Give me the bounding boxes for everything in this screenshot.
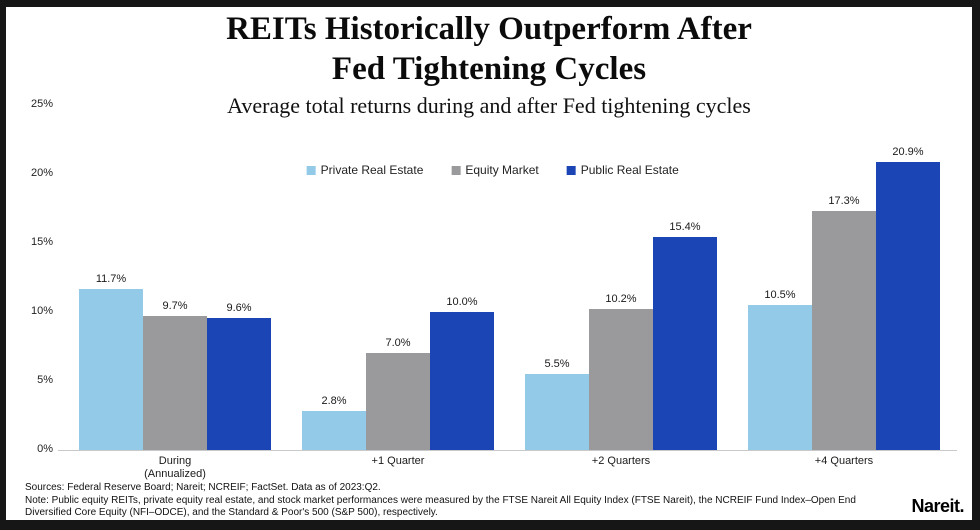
- y-tick-label: 0%: [37, 443, 53, 455]
- bar-public-real-estate: [876, 162, 940, 450]
- legend-swatch-private-real-estate-icon: [306, 165, 316, 175]
- sources-text: Sources: Federal Reserve Board; Nareit; …: [25, 482, 381, 493]
- bar-value-label: 10.0%: [446, 296, 478, 308]
- legend-item-private-real-estate: Private Real Estate: [306, 163, 424, 177]
- x-axis-line: [58, 450, 957, 451]
- footer: Sources: Federal Reserve Board; Nareit; …: [25, 482, 861, 520]
- legend-label: Equity Market: [465, 163, 539, 177]
- bar-public-real-estate: [207, 318, 271, 450]
- bar-value-label: 15.4%: [669, 221, 701, 233]
- chart-title: REITs Historically Outperform After Fed …: [6, 9, 972, 89]
- bar-value-label: 9.6%: [226, 302, 252, 314]
- legend-item-public-real-estate: Public Real Estate: [566, 163, 679, 177]
- legend-swatch-public-real-estate-icon: [566, 165, 576, 175]
- bar-value-label: 10.5%: [764, 289, 796, 301]
- chart-subtitle: Average total returns during and after F…: [227, 93, 751, 118]
- note-text: Note: Public equity REITs, private equit…: [25, 494, 856, 519]
- bar-private-real-estate: [302, 411, 366, 450]
- bar-value-label: 11.7%: [95, 273, 127, 285]
- bar-value-label: 2.8%: [321, 395, 347, 407]
- bar-public-real-estate: [653, 237, 717, 450]
- bar-value-label: 9.7%: [162, 300, 188, 312]
- bar-private-real-estate: [748, 305, 812, 450]
- legend-label: Private Real Estate: [320, 163, 424, 177]
- bar-private-real-estate: [525, 374, 589, 450]
- bar-value-label: 7.0%: [385, 337, 411, 349]
- legend-item-equity-market: Equity Market: [451, 163, 539, 177]
- y-tick-label: 10%: [30, 305, 53, 317]
- y-tick-label: 25%: [30, 98, 53, 110]
- x-axis-category-label: +2 Quarters: [591, 455, 651, 467]
- bar-value-label: 17.3%: [828, 195, 860, 207]
- legend: Private Real Estate Equity Market Public…: [306, 163, 679, 177]
- bar-equity-market: [589, 309, 653, 450]
- chart-title-line1: REITs Historically Outperform After: [226, 11, 752, 47]
- bar-value-label: 20.9%: [892, 146, 924, 158]
- x-axis-category-label: +4 Quarters: [814, 455, 874, 467]
- bar-equity-market: [366, 353, 430, 450]
- nareit-logo: Nareit.: [911, 496, 964, 516]
- bar-equity-market: [143, 316, 207, 450]
- legend-swatch-equity-market-icon: [451, 165, 461, 175]
- legend-label: Public Real Estate: [580, 163, 679, 177]
- y-tick-label: 20%: [30, 167, 53, 179]
- x-axis-category-label: +1 Quarter: [371, 455, 425, 467]
- bar-value-label: 5.5%: [544, 358, 570, 370]
- y-tick-label: 5%: [37, 374, 53, 386]
- bar-equity-market: [812, 211, 876, 450]
- chart-title-line2: Fed Tightening Cycles: [331, 51, 647, 87]
- chart-page: REITs Historically Outperform After Fed …: [6, 7, 972, 520]
- bar-private-real-estate: [79, 289, 143, 450]
- x-axis-category-label: During (Annualized): [144, 455, 206, 480]
- y-tick-label: 15%: [30, 236, 53, 248]
- bar-public-real-estate: [430, 312, 494, 450]
- bar-value-label: 10.2%: [605, 293, 637, 305]
